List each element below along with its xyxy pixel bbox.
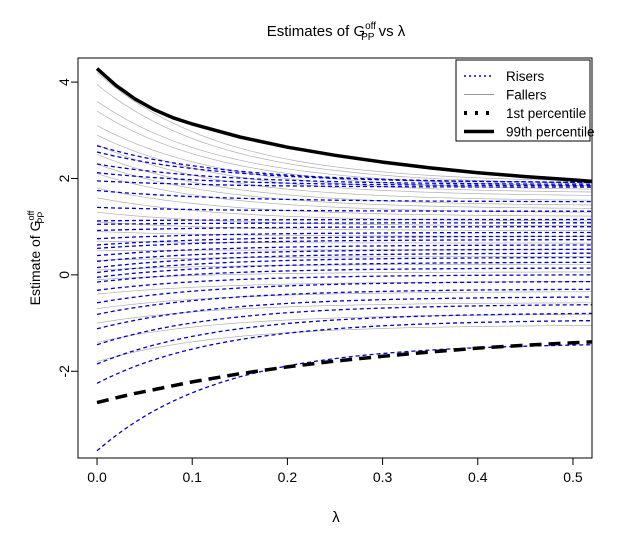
faller-line-6 bbox=[96, 144, 592, 201]
legend-box bbox=[455, 59, 591, 142]
riser-line-17 bbox=[96, 218, 592, 222]
riser-line-11 bbox=[96, 252, 592, 269]
x-tick-label-2: 0.2 bbox=[278, 469, 298, 485]
y-tick-label-3: 4 bbox=[56, 78, 72, 86]
y-axis-label-sup: off bbox=[26, 210, 36, 220]
riser-line-18 bbox=[96, 206, 592, 212]
legend-label-2: 1st percentile bbox=[506, 106, 586, 121]
riser-line-2 bbox=[96, 312, 592, 365]
y-tick-label-1: 0 bbox=[56, 271, 72, 279]
x-tick-label-1: 0.1 bbox=[182, 469, 202, 485]
riser-line-8 bbox=[96, 267, 592, 283]
riser-line-13 bbox=[96, 244, 592, 257]
legend-label-1: Fallers bbox=[506, 88, 547, 103]
x-axis-label: λ bbox=[332, 509, 340, 526]
x-tick-label-0: 0.0 bbox=[87, 469, 107, 485]
faller-line-23 bbox=[96, 314, 592, 343]
chart-title-sub: PP bbox=[361, 32, 375, 43]
y-axis-label-sub: PP bbox=[36, 212, 46, 224]
faller-line-10 bbox=[96, 187, 592, 217]
legend-label-0: Risers bbox=[506, 69, 545, 84]
y-tick-label-2: 2 bbox=[56, 174, 72, 182]
riser-line-15 bbox=[96, 231, 592, 240]
riser-line-5 bbox=[96, 288, 592, 316]
percentile-layer bbox=[95, 67, 592, 405]
riser-line-7 bbox=[96, 274, 592, 291]
plot-area bbox=[95, 67, 592, 452]
chart-title-main: Estimates of G bbox=[267, 23, 365, 40]
faller-line-9 bbox=[96, 173, 592, 213]
faller-line-7 bbox=[96, 154, 592, 206]
riser-line-25 bbox=[96, 222, 592, 225]
faller-line-0 bbox=[96, 72, 592, 182]
riser-line-19 bbox=[96, 189, 592, 203]
faller-line-16 bbox=[96, 249, 592, 252]
y-axis: -2 0 2 4 bbox=[56, 78, 79, 378]
faller-line-21 bbox=[96, 291, 592, 309]
faller-line-12 bbox=[96, 211, 592, 227]
y-tick-label-0: -2 bbox=[56, 365, 72, 378]
legend: Risers Fallers 1st percentile 99th percenti… bbox=[455, 59, 595, 142]
riser-line-22 bbox=[96, 163, 592, 185]
x-axis: 0.0 0.1 0.2 0.3 0.4 0.5 bbox=[87, 457, 583, 485]
faller-line-3 bbox=[96, 110, 592, 190]
faller-line-14 bbox=[96, 231, 592, 237]
faller-line-5 bbox=[96, 134, 592, 196]
chart-title-sup: off bbox=[365, 21, 376, 32]
riser-line-0 bbox=[96, 344, 592, 452]
riser-line-26 bbox=[96, 235, 592, 246]
chart-title: Estimates of Goff PP vs λ bbox=[267, 21, 406, 43]
chart-title-suffix: vs λ bbox=[374, 23, 405, 40]
faller-line-24 bbox=[96, 325, 592, 362]
riser-line-20 bbox=[96, 180, 592, 188]
riser-line-24 bbox=[96, 145, 592, 183]
riser-line-21 bbox=[96, 172, 592, 187]
riser-line-4 bbox=[96, 296, 592, 330]
riser-line-3 bbox=[96, 304, 592, 346]
faller-line-8 bbox=[96, 163, 592, 209]
y-axis-label-main: Estimate of G bbox=[27, 221, 43, 306]
riser-line-14 bbox=[96, 239, 592, 250]
riser-line-16 bbox=[96, 226, 592, 232]
faller-line-15 bbox=[96, 240, 592, 244]
riser-line-12 bbox=[96, 248, 592, 263]
x-tick-label-4: 0.4 bbox=[468, 469, 488, 485]
x-tick-label-3: 0.3 bbox=[373, 469, 393, 485]
faller-line-11 bbox=[96, 197, 592, 222]
y-axis-label: Estimate of GoffPP bbox=[26, 210, 46, 305]
percentile-1-line bbox=[96, 340, 592, 405]
legend-label-3: 99th percentile bbox=[506, 125, 595, 140]
fallers-layer bbox=[96, 72, 592, 362]
risers-layer bbox=[96, 145, 592, 452]
faller-line-17 bbox=[96, 256, 592, 261]
riser-line-10 bbox=[96, 256, 592, 274]
riser-line-9 bbox=[96, 261, 592, 278]
faller-line-18 bbox=[96, 263, 592, 271]
x-tick-label-5: 0.5 bbox=[563, 469, 583, 485]
riser-line-6 bbox=[96, 280, 592, 304]
faller-line-19 bbox=[96, 271, 592, 281]
percentile-99-line bbox=[95, 67, 592, 184]
faller-line-13 bbox=[96, 221, 592, 231]
riser-line-1 bbox=[96, 320, 592, 384]
